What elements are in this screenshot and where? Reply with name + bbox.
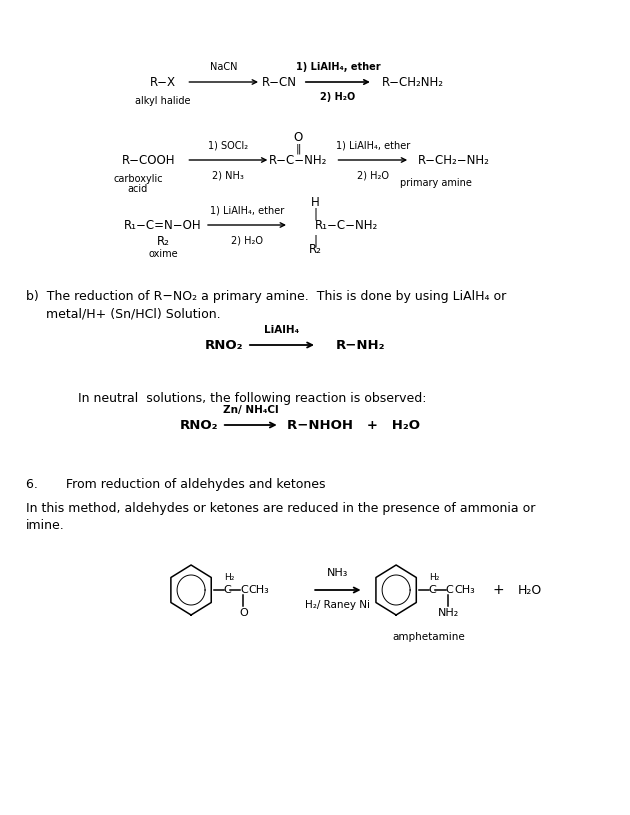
Text: R−CN: R−CN <box>262 76 297 89</box>
Text: In this method, aldehydes or ketones are reduced in the presence of ammonia or: In this method, aldehydes or ketones are… <box>26 502 536 515</box>
Text: R−NH₂: R−NH₂ <box>336 338 385 351</box>
Text: H: H <box>311 196 319 209</box>
Text: CH₃: CH₃ <box>454 585 474 595</box>
Text: RNO₂: RNO₂ <box>180 418 218 431</box>
Text: 1) LiAlH₄, ether: 1) LiAlH₄, ether <box>336 140 410 150</box>
Text: 1) LiAlH₄, ether: 1) LiAlH₄, ether <box>210 205 284 215</box>
Text: RNO₂: RNO₂ <box>205 338 243 351</box>
Text: 1) LiAlH₄, ether: 1) LiAlH₄, ether <box>295 62 380 72</box>
Text: 2) H₂O: 2) H₂O <box>320 92 355 102</box>
Text: NH₂: NH₂ <box>438 608 459 618</box>
Text: R−C−NH₂: R−C−NH₂ <box>269 153 328 166</box>
Text: 2) H₂O: 2) H₂O <box>231 235 263 245</box>
Text: R−NHOH   +   H₂O: R−NHOH + H₂O <box>287 418 420 431</box>
Text: Zn/ NH₄Cl: Zn/ NH₄Cl <box>223 405 278 415</box>
Text: CH₃: CH₃ <box>249 585 270 595</box>
Text: b)  The reduction of R−NO₂ a primary amine.  This is done by using LiAlH₄ or: b) The reduction of R−NO₂ a primary amin… <box>26 290 507 303</box>
Text: C: C <box>429 585 437 595</box>
Text: acid: acid <box>128 184 148 194</box>
Text: +: + <box>493 583 505 597</box>
Text: imine.: imine. <box>26 519 65 532</box>
Text: R−COOH: R−COOH <box>122 153 176 166</box>
Text: H₂: H₂ <box>224 573 234 582</box>
Text: amphetamine: amphetamine <box>392 632 465 642</box>
Text: 6.       From reduction of aldehydes and ketones: 6. From reduction of aldehydes and keton… <box>26 478 326 491</box>
Text: H₂/ Raney Ni: H₂/ Raney Ni <box>305 600 370 610</box>
Text: In neutral  solutions, the following reaction is observed:: In neutral solutions, the following reac… <box>78 392 427 405</box>
Text: O: O <box>294 131 303 144</box>
Text: R−CH₂NH₂: R−CH₂NH₂ <box>382 76 444 89</box>
Text: oxime: oxime <box>148 249 178 259</box>
Text: C: C <box>445 585 453 595</box>
Text: R₂: R₂ <box>157 235 169 248</box>
Text: primary amine: primary amine <box>400 178 472 188</box>
Text: carboxylic: carboxylic <box>113 174 163 184</box>
Text: NH₃: NH₃ <box>327 568 348 578</box>
Text: R−X: R−X <box>150 76 176 89</box>
Text: alkyl halide: alkyl halide <box>135 96 191 106</box>
Text: |: | <box>313 207 317 220</box>
Text: O: O <box>239 608 248 618</box>
Text: metal/H+ (Sn/HCl) Solution.: metal/H+ (Sn/HCl) Solution. <box>26 307 220 320</box>
Text: LiAlH₄: LiAlH₄ <box>264 325 299 335</box>
Text: R₁−C=N−OH: R₁−C=N−OH <box>124 218 202 231</box>
Text: |: | <box>313 234 317 247</box>
Text: H₂O: H₂O <box>517 584 542 597</box>
Text: C: C <box>224 585 231 595</box>
Text: R₂: R₂ <box>309 243 321 256</box>
Text: NaCN: NaCN <box>210 62 238 72</box>
Text: ‖: ‖ <box>295 143 301 154</box>
Text: 2) H₂O: 2) H₂O <box>357 170 389 180</box>
Text: R−CH₂−NH₂: R−CH₂−NH₂ <box>418 153 490 166</box>
Text: H₂: H₂ <box>429 573 439 582</box>
Text: 2) NH₃: 2) NH₃ <box>212 170 244 180</box>
Text: C: C <box>241 585 248 595</box>
Text: R₁−C−NH₂: R₁−C−NH₂ <box>315 218 378 231</box>
Text: 1) SOCl₂: 1) SOCl₂ <box>209 140 248 150</box>
